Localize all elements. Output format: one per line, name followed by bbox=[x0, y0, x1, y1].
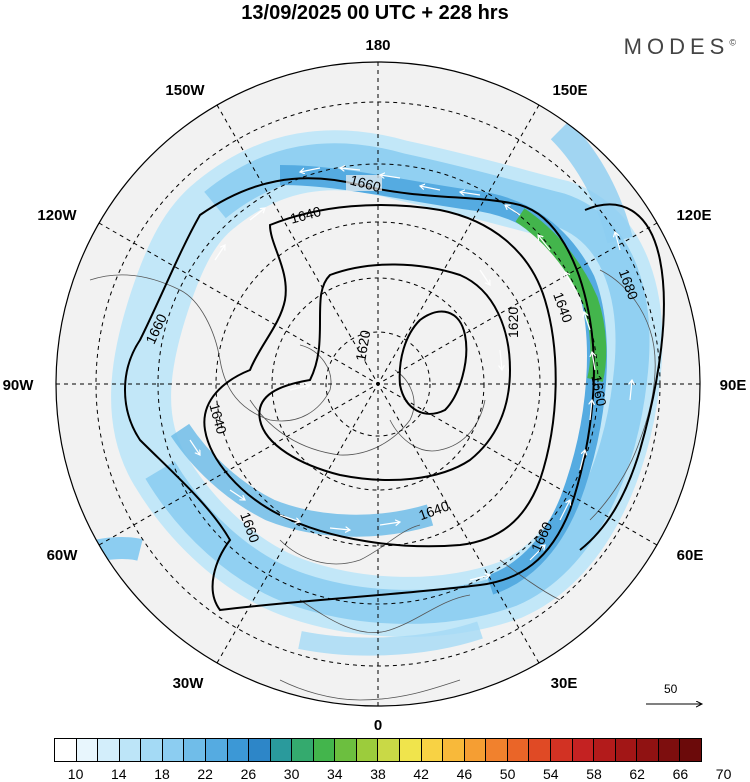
colorbar-cell bbox=[421, 739, 444, 761]
contour-label: 1640 bbox=[288, 203, 322, 227]
colorbar-cell bbox=[680, 739, 701, 761]
colorbar-cell bbox=[356, 739, 379, 761]
chart-title: 13/09/2025 00 UTC + 228 hrs bbox=[241, 2, 509, 24]
colorbar-cell bbox=[486, 739, 508, 761]
colorbar-tick-label: 66 bbox=[672, 766, 689, 782]
colorbar-tick-label: 54 bbox=[543, 766, 559, 782]
longitude-labels: 180 150W 150E 120W 120E 90W 90E 60W 60E … bbox=[3, 37, 747, 734]
lon-label-120w: 120W bbox=[37, 207, 77, 224]
colorbar-tick-label: 34 bbox=[327, 766, 343, 782]
colorbar-tick-label: 18 bbox=[154, 766, 170, 782]
colorbar-cell bbox=[378, 739, 400, 761]
contour-label: 1620 bbox=[352, 329, 373, 363]
colorbar-tick-label: 38 bbox=[370, 766, 386, 782]
colorbar-cell bbox=[615, 739, 638, 761]
lon-label-90w: 90W bbox=[3, 377, 35, 394]
graticule bbox=[56, 62, 700, 706]
colorbar-tick-label: 42 bbox=[413, 766, 429, 782]
colorbar-cell bbox=[249, 739, 271, 761]
colorbar-cell bbox=[162, 739, 185, 761]
contour-1620b bbox=[398, 310, 468, 415]
contour-1680 bbox=[579, 203, 665, 551]
colorbar-tick-label: 58 bbox=[586, 766, 602, 782]
lon-label-30w: 30W bbox=[173, 675, 205, 692]
colorbar-tick-label: 26 bbox=[240, 766, 257, 782]
colorbar-tick-label: 14 bbox=[111, 766, 127, 782]
contour-label: 1660 bbox=[588, 374, 609, 408]
colorbar-cell bbox=[98, 739, 120, 761]
brand-logo: MODES© bbox=[624, 34, 736, 60]
colorbar-cell bbox=[313, 739, 336, 761]
colorbar-labels: 10 14 18 22 26 30 34 38 42 46 50 54 58 62 66 70 bbox=[54, 766, 732, 782]
colorbar-cell bbox=[227, 739, 250, 761]
colorbar-tick-label: 22 bbox=[197, 766, 213, 782]
colorbar-tick-label: 10 bbox=[67, 766, 84, 782]
contour-1660 bbox=[124, 177, 595, 612]
contour-label: 1660 bbox=[348, 172, 382, 196]
colorbar-cell bbox=[637, 739, 659, 761]
colorbar-tick-label: 62 bbox=[629, 766, 645, 782]
colorbar-cell bbox=[550, 739, 573, 761]
colorbar-cell bbox=[443, 739, 465, 761]
wind-vectors bbox=[189, 168, 632, 581]
colorbar-tick-label: 46 bbox=[456, 766, 473, 782]
colorbar-tick-label: 70 bbox=[715, 766, 732, 782]
contour-1640 bbox=[203, 204, 557, 548]
colorbar-cell bbox=[55, 739, 77, 761]
contour-label: 1640 bbox=[206, 401, 230, 435]
colorbar-tick-label: 50 bbox=[499, 766, 516, 782]
height-contours bbox=[124, 177, 665, 612]
lon-label-150e: 150E bbox=[552, 82, 587, 99]
colorbar-cell bbox=[335, 739, 357, 761]
lon-label-150w: 150W bbox=[165, 82, 205, 99]
colorbar-cell bbox=[507, 739, 530, 761]
colorbar-cell bbox=[400, 739, 422, 761]
coastlines bbox=[89, 269, 656, 701]
colorbar-cell bbox=[572, 739, 595, 761]
contour-1620 bbox=[258, 263, 512, 481]
colorbar-cell bbox=[205, 739, 228, 761]
brand-mark: © bbox=[729, 37, 736, 48]
colorbar-cell bbox=[76, 739, 99, 761]
colorbar-cell bbox=[529, 739, 551, 761]
lon-label-0: 0 bbox=[374, 717, 382, 734]
brand-name: MODES bbox=[623, 34, 730, 59]
lon-label-180: 180 bbox=[365, 37, 390, 54]
colorbar-tick-label: 30 bbox=[283, 766, 300, 782]
lon-label-60w: 60W bbox=[47, 547, 79, 564]
colorbar-cell bbox=[141, 739, 163, 761]
colorbar-cell bbox=[119, 739, 142, 761]
colorbar-cell bbox=[594, 739, 616, 761]
lon-label-120e: 120E bbox=[676, 207, 711, 224]
colorbar-cell bbox=[292, 739, 314, 761]
colorbar-cell bbox=[658, 739, 681, 761]
colorbar-cell bbox=[184, 739, 206, 761]
colorbar-cell bbox=[464, 739, 487, 761]
lon-label-90e: 90E bbox=[720, 377, 747, 394]
lon-label-60e: 60E bbox=[677, 547, 704, 564]
colorbar bbox=[54, 738, 702, 762]
lon-label-30e: 30E bbox=[551, 675, 578, 692]
colorbar-cell bbox=[270, 739, 293, 761]
wind-scale-label: 50 bbox=[664, 682, 678, 696]
contour-label: 1620 bbox=[505, 307, 521, 338]
map-border bbox=[55, 61, 701, 707]
